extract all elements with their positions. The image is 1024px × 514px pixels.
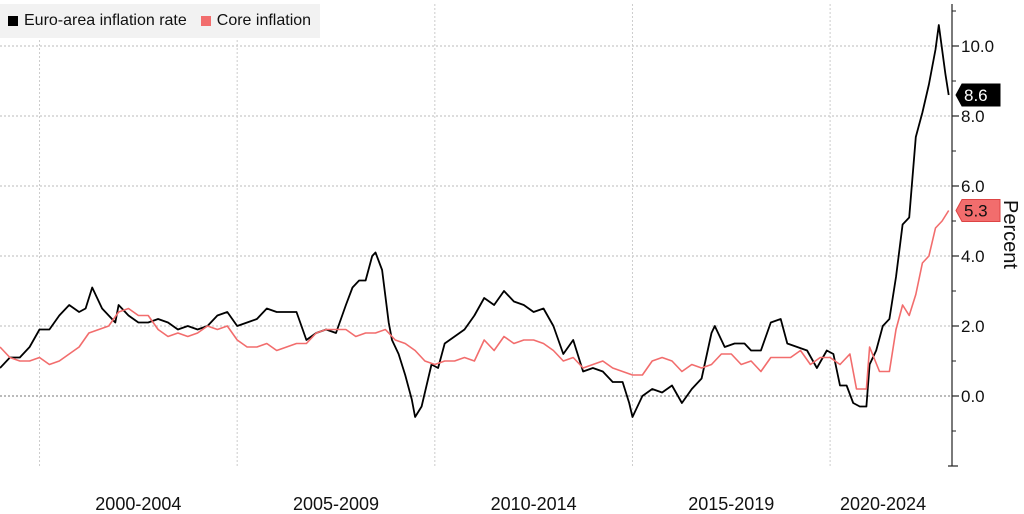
y-tick-label: 4.0 [961, 247, 985, 266]
series-line-euro-area-inflation [0, 24, 950, 418]
last-value-badge [955, 199, 1001, 222]
legend-label: Euro-area inflation rate [24, 12, 187, 29]
last-value-label: 5.3 [964, 202, 988, 221]
last-value-badge [955, 83, 1001, 107]
horizontal-gridlines [0, 45, 952, 397]
x-tick-label: 2010-2014 [491, 494, 577, 514]
y-tick-label: 8.0 [961, 107, 985, 126]
legend-label: Core inflation [216, 12, 312, 29]
y-tick-label: 10.0 [961, 37, 994, 56]
vertical-gridlines [39, 4, 831, 466]
last-value-label: 8.6 [964, 86, 988, 105]
series-lines [0, 24, 950, 418]
x-tick-label: 2015-2019 [688, 494, 774, 514]
legend: Euro-area inflation rate Core inflation [0, 4, 320, 38]
series-line-core-inflation [0, 210, 950, 390]
x-tick-label: 2000-2004 [95, 494, 181, 514]
y-tick-label: 6.0 [961, 177, 985, 196]
legend-item-core-inflation[interactable]: Core inflation [200, 12, 312, 30]
y-tick-label: 2.0 [961, 317, 985, 336]
y-axis-title: Percent [999, 200, 1021, 269]
x-tick-label: 2005-2009 [293, 494, 379, 514]
y-tick-label: 0.0 [961, 387, 985, 406]
legend-swatch-black [8, 16, 18, 26]
last-value-badges: 8.6 5.3 [955, 83, 1001, 222]
legend-item-euro-area-inflation[interactable]: Euro-area inflation rate [8, 12, 187, 30]
legend-swatch-red [200, 16, 211, 26]
x-tick-label: 2020-2024 [840, 494, 926, 514]
y-axis: 0.0 2.0 4.0 6.0 8.0 10.0 [948, 4, 994, 467]
x-axis: 2000-2004 2005-2009 2010-2014 2015-2019 2020… [95, 494, 926, 514]
